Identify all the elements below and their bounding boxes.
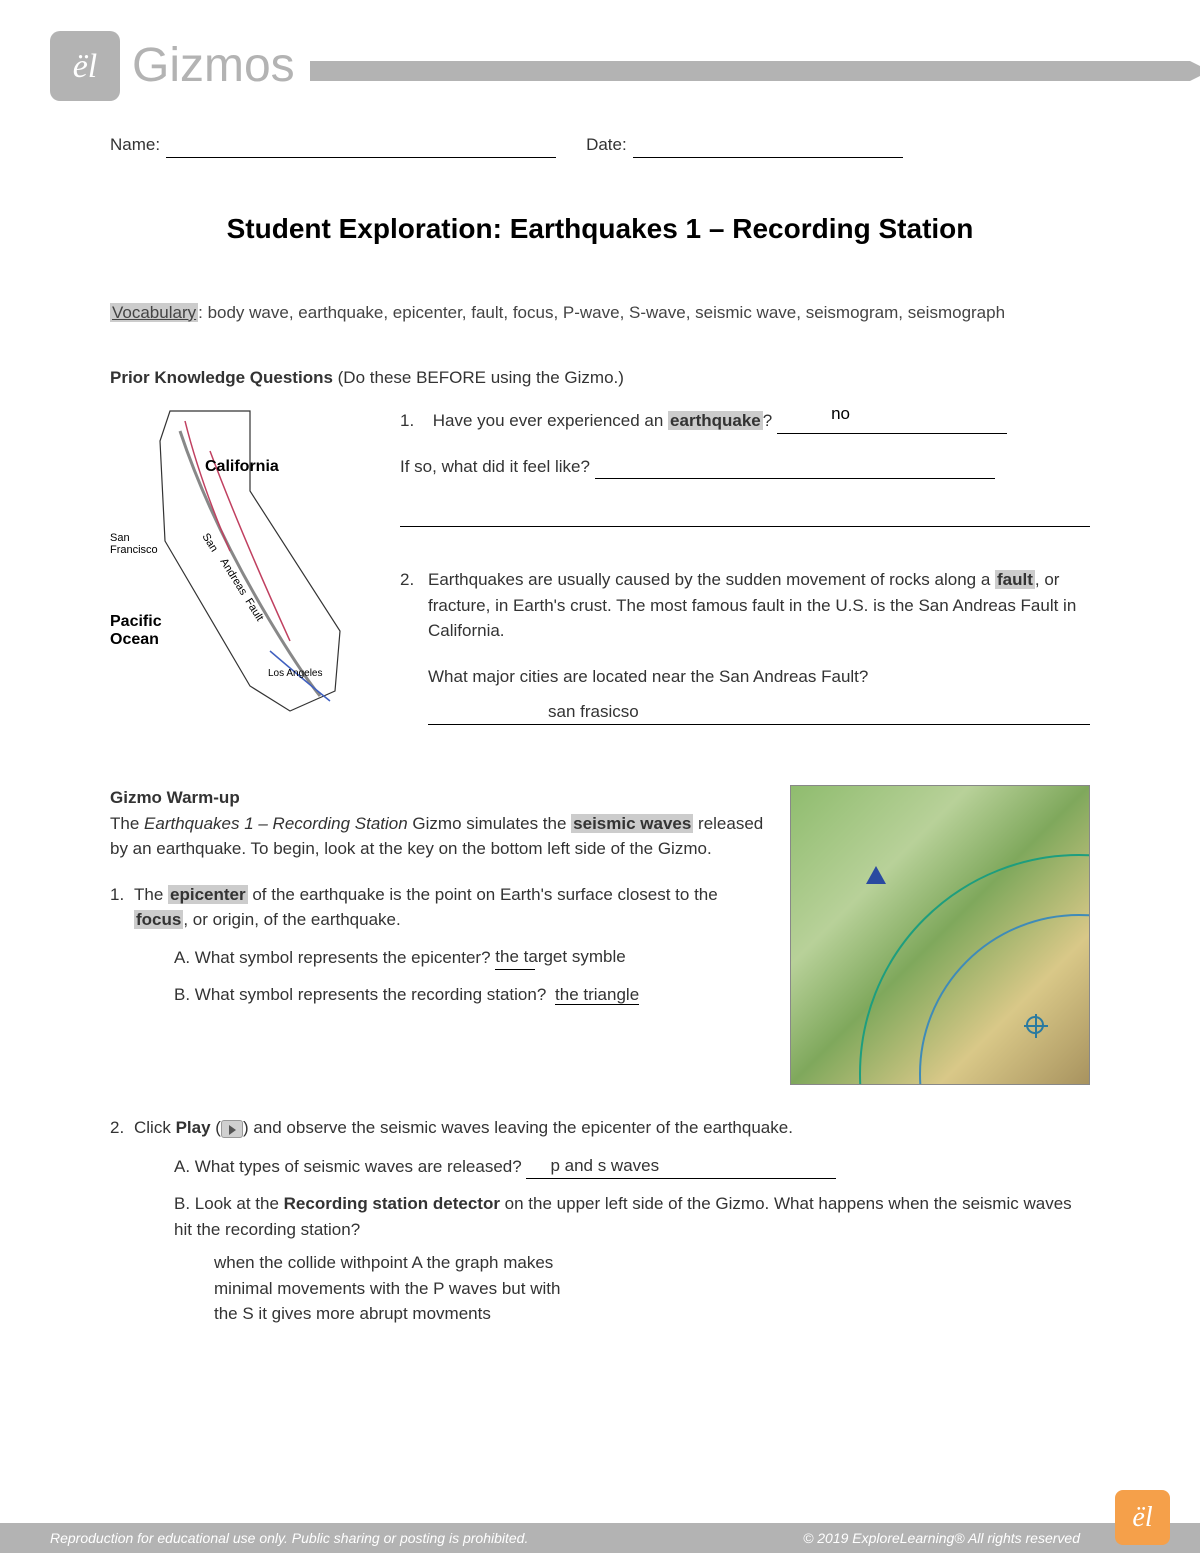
q1-text-after: ? (763, 411, 772, 430)
prior-heading-rest: (Do these BEFORE using the Gizmo.) (333, 368, 624, 387)
svg-text:Los Angeles: Los Angeles (268, 668, 323, 679)
wq1-hl2: focus (134, 910, 183, 929)
q1-followup: If so, what did it feel like? (400, 457, 590, 476)
wq2-c: ) and observe the seismic waves leaving … (243, 1118, 793, 1137)
wq2-b: ( (211, 1118, 221, 1137)
warmup-intro-hl: seismic waves (571, 814, 693, 833)
vocabulary-block: Vocabulary: body wave, earthquake, epice… (110, 300, 1090, 326)
date-field: Date: (586, 132, 903, 158)
warmup-intro-b: Gizmo simulates the (408, 814, 571, 833)
footer-logo-icon: ël (1115, 1490, 1170, 1545)
q1-text-before: Have you ever experienced an (433, 411, 668, 430)
q2-answer: san frasicso (548, 699, 639, 725)
warmup-text-col: Gizmo Warm-up The Earthquakes 1 – Record… (110, 785, 770, 1085)
recording-station-icon (866, 866, 886, 884)
svg-text:Francisco: Francisco (110, 544, 158, 556)
prior-q1: 1. Have you ever experienced an earthqua… (400, 408, 1090, 527)
wq1-hl1: epicenter (168, 885, 248, 904)
wq1a-answer: the target symble (495, 944, 625, 970)
header-stripe (310, 61, 1200, 81)
name-label: Name: (110, 132, 160, 158)
svg-text:Ocean: Ocean (110, 631, 159, 648)
q1-answer: no (831, 404, 850, 423)
warmup-q1-b: B. What symbol represents the recording … (174, 982, 770, 1008)
date-input-line[interactable] (633, 138, 903, 158)
wq2-bold: Play (176, 1118, 211, 1137)
wq1b-prompt: B. What symbol represents the recording … (174, 985, 546, 1004)
wq1b-line[interactable]: the triangle (551, 982, 643, 1008)
wq2b-prompt-a: B. Look at the (174, 1194, 284, 1213)
brand-name: Gizmos (132, 30, 295, 102)
q1-followup-line1[interactable] (595, 459, 995, 479)
prior-q2: 2. Earthquakes are usually caused by the… (400, 567, 1090, 725)
gizmos-logo-icon: ël (50, 31, 120, 101)
wq1-a: The (134, 885, 168, 904)
warmup-layout: Gizmo Warm-up The Earthquakes 1 – Record… (110, 785, 1090, 1085)
california-map-svg: California San Francisco Los Angeles Pac… (110, 401, 380, 721)
header-banner: ël Gizmos (0, 0, 1200, 102)
warmup-block: Gizmo Warm-up The Earthquakes 1 – Record… (110, 785, 1090, 1327)
warmup-q1-a: A. What symbol represents the epicenter?… (174, 945, 770, 971)
prior-heading-bold: Prior Knowledge Questions (110, 368, 333, 387)
prior-knowledge-block: Prior Knowledge Questions (Do these BEFO… (110, 365, 1090, 755)
wq2b-answer-block[interactable]: when the collide withpoint A the graph m… (214, 1250, 574, 1327)
date-label: Date: (586, 132, 627, 158)
name-field: Name: (110, 132, 556, 158)
prior-heading: Prior Knowledge Questions (Do these BEFO… (110, 365, 1090, 391)
q1-num: 1. (400, 408, 428, 434)
wq2b-bold: Recording station detector (284, 1194, 500, 1213)
worksheet-page: ël Gizmos Name: Date: Student Exploratio… (0, 0, 1200, 1553)
svg-text:San: San (110, 532, 130, 544)
gizmo-map-image (790, 785, 1090, 1085)
q2-text-a: Earthquakes are usually caused by the su… (428, 570, 995, 589)
wq2a-answer: p and s waves (530, 1156, 659, 1175)
warmup-q2-b: B. Look at the Recording station detecto… (174, 1191, 1090, 1327)
name-date-row: Name: Date: (110, 132, 1090, 158)
warmup-q1-num: 1. (110, 882, 124, 908)
warmup-intro-a: The (110, 814, 144, 833)
q2-prompt: What major cities are located near the S… (428, 664, 1090, 690)
wq2a-prompt: A. What types of seismic waves are relea… (174, 1157, 522, 1176)
wq1a-prompt: A. What symbol represents the epicenter? (174, 948, 491, 967)
warmup-q2-num: 2. (110, 1115, 124, 1141)
footer-left: Reproduction for educational use only. P… (50, 1528, 528, 1549)
content-area: Name: Date: Student Exploration: Earthqu… (0, 102, 1200, 1447)
footer-bar: Reproduction for educational use only. P… (0, 1523, 1200, 1553)
warmup-heading: Gizmo Warm-up (110, 785, 770, 811)
q1-answer-line[interactable] (777, 414, 1007, 434)
wq1-c: , or origin, of the earthquake. (183, 910, 400, 929)
epicenter-icon (1026, 1016, 1044, 1034)
vocab-label: Vocabulary (110, 303, 198, 322)
svg-text:California: California (205, 458, 279, 475)
q2-highlight: fault (995, 570, 1035, 589)
q1-followup-line2[interactable] (400, 503, 1090, 527)
warmup-q2: 2. Click Play ( ) and observe the seismic… (110, 1115, 1090, 1327)
wq2-a: Click (134, 1118, 176, 1137)
svg-text:Pacific: Pacific (110, 613, 162, 630)
wq1b-answer: the triangle (555, 985, 639, 1005)
play-icon (221, 1120, 243, 1138)
wq1-b: of the earthquake is the point on Earth'… (248, 885, 718, 904)
page-title: Student Exploration: Earthquakes 1 – Rec… (110, 208, 1090, 250)
warmup-q2-a: A. What types of seismic waves are relea… (174, 1153, 1090, 1180)
name-input-line[interactable] (166, 138, 556, 158)
wq2b-answer: when the collide withpoint A the graph m… (214, 1253, 560, 1323)
q2-answer-line[interactable]: san frasicso (428, 701, 1090, 725)
prior-questions-col: no 1. Have you ever experienced an earth… (400, 401, 1090, 756)
warmup-intro: The Earthquakes 1 – Recording Station Gi… (110, 811, 770, 862)
wq2a-line[interactable]: p and s waves (526, 1153, 836, 1180)
california-map: California San Francisco Los Angeles Pac… (110, 401, 380, 756)
warmup-intro-italic: Earthquakes 1 – Recording Station (144, 814, 408, 833)
q2-num: 2. (400, 567, 414, 593)
wq1a-line[interactable]: the target symble (495, 950, 535, 970)
warmup-q1: 1. The epicenter of the earthquake is th… (110, 882, 770, 1008)
footer-right: © 2019 ExploreLearning® All rights reser… (803, 1528, 1080, 1549)
vocab-text: : body wave, earthquake, epicenter, faul… (198, 303, 1005, 322)
q1-highlight: earthquake (668, 411, 763, 430)
prior-layout: California San Francisco Los Angeles Pac… (110, 401, 1090, 756)
